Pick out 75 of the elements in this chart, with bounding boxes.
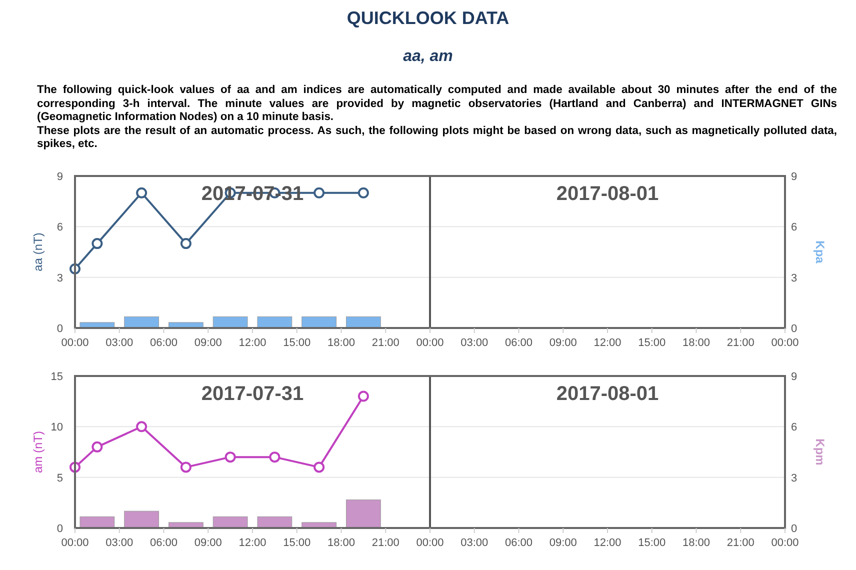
x-tick-label: 09:00: [194, 537, 222, 549]
x-tick-label: 00:00: [61, 337, 89, 349]
x-tick-label: 06:00: [150, 337, 178, 349]
x-tick-label: 21:00: [726, 537, 754, 549]
point: [92, 441, 103, 452]
x-tick-label: 09:00: [549, 337, 577, 349]
y-tick-label: 3: [56, 272, 63, 284]
point: [269, 452, 280, 463]
y-tick-label: 10: [50, 422, 63, 434]
text: The following quick-look values of aa and am indices are automatically computed and made available about 30 minutes after the end of the corresponding 3-h interval. The minute values are provided by magnetic observatories (Hartland and Canberra) and INTERMAGNET GINs (Geomagnetic Information Nodes) on a 10 minute basis.: [37, 84, 837, 124]
x-tick-label: 12:00: [594, 537, 622, 549]
x-tick-label: 09:00: [549, 537, 577, 549]
x-tick-label: 18:00: [682, 537, 710, 549]
y-tick-label: 9: [56, 171, 63, 183]
x-tick-label: 03:00: [106, 537, 134, 549]
y-tick-label: 15: [50, 371, 63, 383]
x-tick-label: 21:00: [372, 537, 400, 549]
x-tick-label: 15:00: [283, 337, 311, 349]
point: [180, 238, 192, 250]
x-tick-label: 18:00: [682, 337, 710, 349]
point: [314, 462, 325, 473]
annotation: 2017-08-01: [556, 383, 659, 405]
y2-tick-label: 6: [791, 422, 798, 434]
x-tick-label: 12:00: [238, 337, 266, 349]
y2-tick-label: 0: [791, 523, 798, 535]
x-tick-label: 00:00: [416, 537, 444, 549]
point: [136, 421, 148, 432]
y2-tick-label: 9: [791, 371, 798, 383]
x-tick-label: 00:00: [416, 337, 444, 349]
y-tick-label: 0: [56, 523, 63, 535]
point: [136, 187, 148, 198]
x-tick-label: 00:00: [771, 337, 799, 349]
point: [358, 390, 369, 402]
y-tick-label: 6: [56, 222, 63, 234]
point: [358, 187, 369, 198]
annotation: 2017-08-01: [556, 183, 659, 205]
x-tick-label: 12:00: [238, 537, 266, 549]
x-tick-label: 03:00: [460, 337, 488, 349]
y2-tick-label: 3: [791, 472, 798, 484]
y-axis-title: aa (nT): [31, 232, 45, 272]
x-tick-label: 21:00: [726, 337, 754, 349]
y2-tick-label: 9: [791, 171, 798, 183]
x-tick-label: 15:00: [283, 537, 311, 549]
point: [314, 187, 325, 198]
x-tick-label: 18:00: [327, 537, 356, 549]
point: [180, 462, 192, 473]
x-tick-label: 21:00: [372, 337, 400, 349]
x-tick-label: 18:00: [327, 337, 356, 349]
x-tick-label: 03:00: [106, 337, 134, 349]
y-axis-title: am (nT): [31, 430, 45, 473]
text: These plots are the result of an automatic process. As such, the following plots might be based on wrong data, such as magnetically polluted data, spikes, etc.: [37, 124, 837, 152]
x-tick-label: 06:00: [504, 537, 533, 549]
point: [92, 238, 103, 250]
point: [224, 452, 236, 463]
y2-axis-title: Kpa: [813, 240, 827, 264]
y2-axis-title: Kpm: [813, 438, 827, 466]
annotation: 2017-07-31: [201, 383, 304, 405]
y2-tick-label: 6: [791, 222, 798, 234]
bar: [124, 510, 159, 528]
chart-subtitle: aa, am: [402, 48, 454, 66]
x-tick-label: 06:00: [150, 537, 178, 549]
bar: [346, 500, 381, 528]
x-tick-label: 03:00: [460, 537, 488, 549]
x-tick-label: 06:00: [504, 337, 533, 349]
x-tick-label: 15:00: [638, 337, 666, 349]
chart-title: QUICKLOOK DATA: [346, 8, 510, 29]
y-tick-label: 0: [56, 323, 63, 335]
x-tick-label: 00:00: [61, 537, 89, 549]
x-tick-label: 09:00: [194, 337, 222, 349]
x-tick-label: 12:00: [594, 337, 622, 349]
x-tick-label: 00:00: [771, 537, 799, 549]
y-tick-label: 5: [56, 472, 63, 484]
y2-tick-label: 3: [791, 272, 798, 284]
y2-tick-label: 0: [791, 323, 798, 335]
x-tick-label: 15:00: [638, 537, 666, 549]
